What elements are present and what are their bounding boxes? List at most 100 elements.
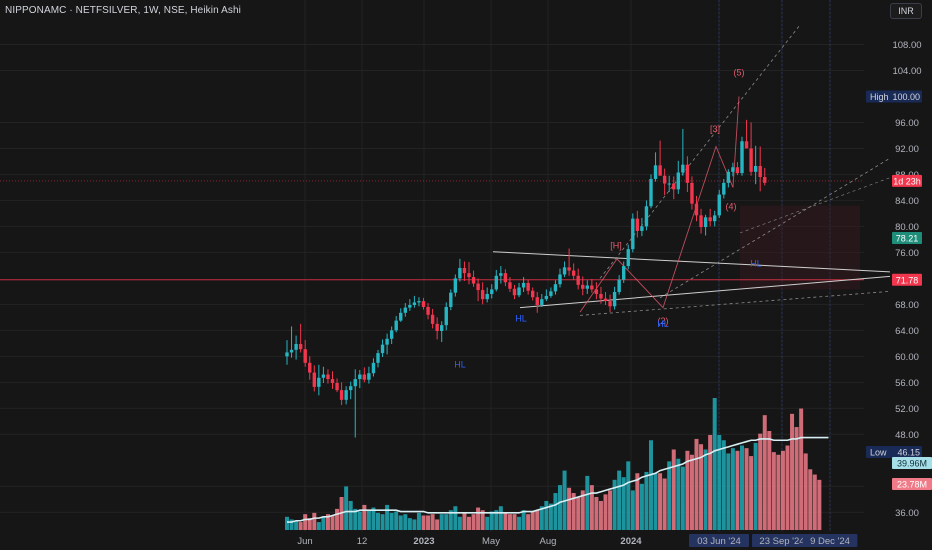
candle-body <box>389 330 394 339</box>
candle-body <box>467 273 471 278</box>
volume-bar <box>426 515 431 530</box>
time-axis-highlight <box>689 534 749 547</box>
volume-bar <box>717 434 722 530</box>
candle-body <box>330 379 335 383</box>
candle-body <box>335 382 339 391</box>
volume-bar <box>444 514 449 530</box>
candle-body <box>476 283 480 291</box>
volume-bar <box>630 490 635 530</box>
price-tag: 78.21 <box>892 232 922 245</box>
candle-body <box>480 290 485 300</box>
volume-bar <box>594 497 599 530</box>
volume-bar <box>548 503 553 530</box>
volume-bar <box>603 494 608 530</box>
volume-bar <box>530 511 535 530</box>
candle-body <box>526 282 530 291</box>
volume-bar <box>658 473 663 530</box>
volume-bar <box>453 506 458 530</box>
price-axis-label: 80.00 <box>895 222 919 233</box>
volume-bar <box>808 469 813 530</box>
time-axis-tick: 2023 <box>413 536 434 547</box>
volume-bar <box>485 516 490 530</box>
price-tag-label: High <box>870 92 889 102</box>
volume-bar <box>376 512 380 530</box>
chart-title: NIPPONAMC · NETFSILVER, 1W, NSE, Heikin … <box>5 5 241 16</box>
volume-bar <box>576 497 581 530</box>
candle-body <box>540 299 544 306</box>
price-axis-label: 68.00 <box>895 300 919 311</box>
candle-body <box>740 141 744 174</box>
volume-bar <box>699 444 704 530</box>
candle-body <box>562 267 567 275</box>
wave-label: [H] <box>610 240 622 250</box>
volume-bar <box>621 477 626 530</box>
candle-body <box>285 352 289 357</box>
candle-body <box>449 292 453 307</box>
volume-bar <box>703 449 708 530</box>
volume-bar <box>407 518 412 530</box>
volume-bar <box>817 479 822 530</box>
time-axis-label: Aug <box>540 536 557 547</box>
candle-body <box>367 373 371 380</box>
time-axis-label: May <box>482 536 500 547</box>
wave-label: [3] <box>710 124 720 134</box>
candle-body <box>312 372 316 387</box>
candle-body <box>753 165 758 172</box>
price-axis-label: 96.00 <box>895 118 919 129</box>
volume-bar <box>494 510 499 530</box>
volume-bar <box>585 475 590 530</box>
volume-bar <box>435 519 440 530</box>
wave-label: (5) <box>734 68 745 78</box>
price-tag-value: 71.78 <box>896 275 919 285</box>
time-axis-label: 9 Dec '24 <box>810 536 850 547</box>
candle-body <box>544 295 549 300</box>
volume-bar <box>726 453 731 530</box>
volume-bar <box>635 473 640 530</box>
price-axis-label: 104.00 <box>892 66 921 77</box>
candle-body <box>690 182 694 204</box>
volume-tag-box <box>892 457 932 469</box>
candle-body <box>294 343 298 350</box>
volume-bar <box>416 512 421 530</box>
candle-body <box>672 183 676 190</box>
candle-body <box>358 374 362 380</box>
volume-bar <box>289 519 294 530</box>
time-axis-label: 2023 <box>413 536 434 547</box>
volume-bar <box>535 510 540 530</box>
trendline <box>492 251 891 273</box>
volume-bar <box>744 448 749 530</box>
candle-body <box>576 275 580 285</box>
volume-bar <box>767 431 772 530</box>
candle-body <box>490 289 494 294</box>
candle-body <box>403 307 407 313</box>
volume-bar <box>294 520 299 530</box>
candle-body <box>417 301 421 303</box>
candle-body <box>590 285 594 290</box>
volume-bar <box>412 519 417 530</box>
candle-body <box>585 285 589 289</box>
wave-label: HL <box>657 319 669 329</box>
candle-body <box>612 292 617 307</box>
volume-tag-value: 23.78M <box>897 480 927 490</box>
wave-label: HL <box>750 259 762 269</box>
volume-bar <box>366 510 371 530</box>
candle-body <box>385 338 389 345</box>
volume-bar <box>785 445 790 530</box>
volume-bar <box>589 485 594 530</box>
volume-bar <box>617 470 622 530</box>
volume-tag: 23.78M <box>892 478 932 490</box>
time-axis-label: Jun <box>297 536 312 547</box>
volume-bar <box>653 473 658 530</box>
volume-bar <box>571 493 576 530</box>
candle-body <box>298 343 303 350</box>
candle-body <box>717 194 721 216</box>
price-tag: High 100.00 <box>866 90 922 103</box>
currency-selector[interactable]: INR <box>890 3 922 19</box>
candle-body <box>426 306 430 315</box>
volume-bar <box>325 514 330 530</box>
volume-bar <box>749 456 754 530</box>
volume-bar <box>353 508 358 530</box>
candle-body <box>430 314 435 324</box>
candle-body <box>681 164 685 173</box>
